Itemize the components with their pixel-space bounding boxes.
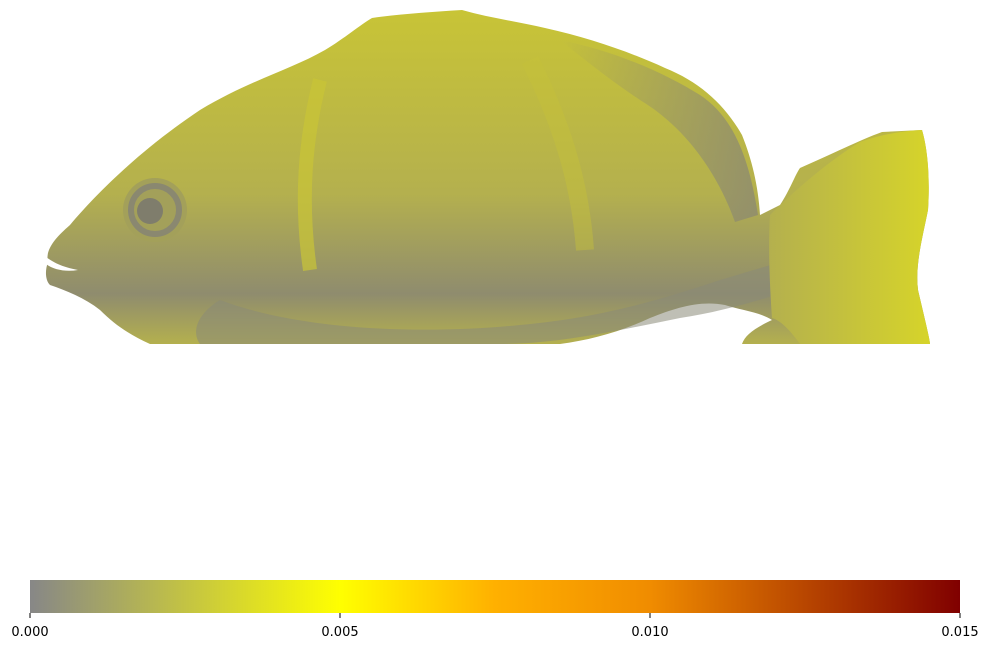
fish-mid-highlight — [521, 55, 594, 251]
colorbar: 0.000 0.005 0.010 0.015 — [11, 580, 979, 640]
colorbar-tick-label: 0.005 — [321, 625, 358, 640]
fish-mouth-gap — [45, 256, 78, 271]
colorbar-tick-label: 0.015 — [941, 625, 978, 640]
fish-back-shadow — [560, 40, 758, 222]
fish-tail — [769, 130, 930, 344]
colorbar-tick-label: 0.000 — [11, 625, 48, 640]
fish-eye — [123, 178, 187, 242]
colorbar-gradient — [30, 580, 960, 613]
fish-surface — [45, 10, 930, 344]
colorbar-ticks: 0.000 0.005 0.010 0.015 — [11, 613, 979, 640]
colorbar-tick-label: 0.010 — [631, 625, 668, 640]
fish-body — [45, 10, 930, 344]
fish-gill-highlight — [297, 78, 327, 271]
fish-belly-shadow — [196, 260, 792, 344]
